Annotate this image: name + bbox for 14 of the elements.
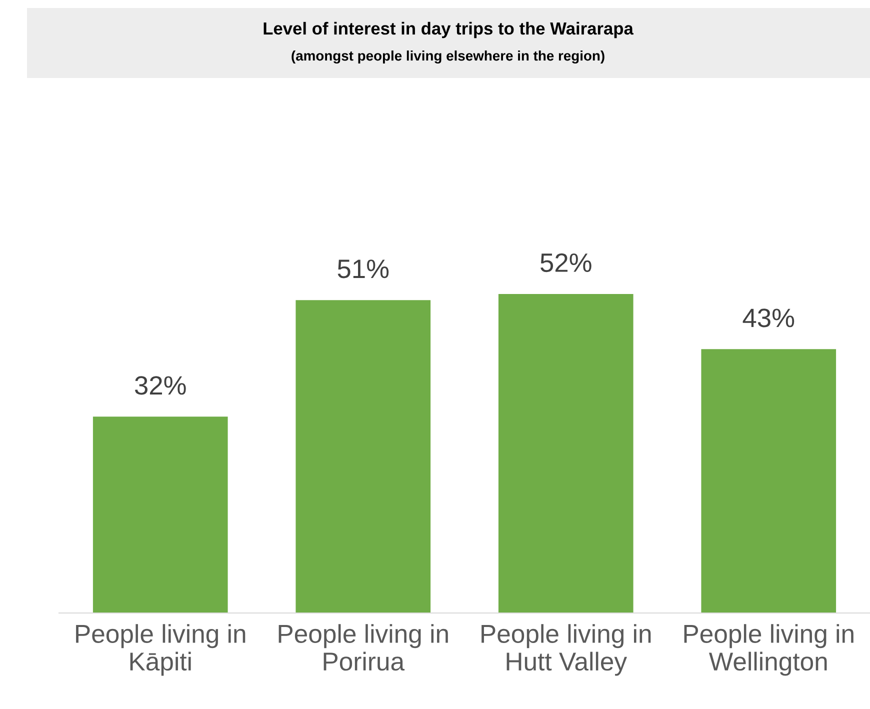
- chart-title: Level of interest in day trips to the Wairarapa: [264, 22, 634, 38]
- data-label: 51%: [338, 260, 389, 278]
- chart-subtitle: (amongst people living elsewhere in the region): [292, 50, 604, 64]
- data-label: 43%: [742, 308, 794, 328]
- bar: [296, 300, 431, 613]
- x-tick-label: People living in Hutt Valley: [482, 624, 651, 676]
- x-tick-label: People living in Porirua: [278, 624, 448, 671]
- bar: [701, 349, 836, 613]
- data-label: 32%: [134, 376, 186, 395]
- bar: [92, 416, 228, 613]
- data-label: 52%: [540, 253, 592, 272]
- x-tick-label: People living in Kāpiti: [76, 624, 246, 676]
- x-tick-label: People living in Wellington: [684, 624, 854, 676]
- bar: [498, 294, 634, 613]
